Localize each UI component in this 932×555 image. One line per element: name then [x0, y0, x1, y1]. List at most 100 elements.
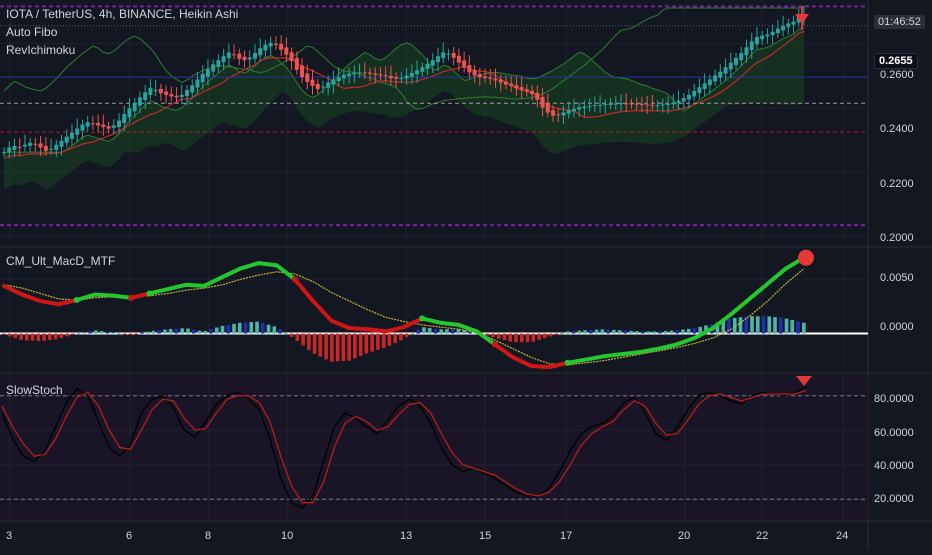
stoch-k-line	[1, 386, 807, 509]
candle-body	[775, 28, 780, 34]
macd-line-segment	[147, 287, 170, 296]
macd-line-segment	[20, 292, 43, 304]
indicator-revichimoku[interactable]: RevIchimoku	[6, 43, 76, 57]
macd-histogram-bar	[295, 333, 300, 341]
macd-histogram-bar	[19, 333, 23, 340]
candle-body	[64, 136, 69, 143]
macd-histogram-bar	[681, 329, 685, 334]
candle-body	[174, 95, 179, 98]
macd-histogram-bar	[53, 333, 58, 340]
candle-body	[300, 65, 305, 78]
macd-line-segment	[638, 346, 661, 354]
last-price-label: 0.2655	[874, 53, 918, 69]
macd-line-segment	[674, 335, 697, 347]
time-tick-label: 24	[836, 530, 849, 542]
macd-histogram-bar	[122, 333, 127, 335]
macd-histogram-bar	[721, 320, 726, 334]
macd-line-segment	[311, 299, 334, 323]
macd-histogram-bar	[445, 329, 449, 334]
macd-histogram-bar	[652, 331, 656, 334]
indicator-auto-fibo[interactable]: Auto Fibo	[6, 25, 58, 39]
candle-body	[352, 72, 357, 75]
macd-histogram-bar	[88, 331, 92, 334]
candle-body	[624, 103, 629, 105]
candle-body	[38, 143, 43, 148]
candle-body	[786, 23, 791, 28]
time-tick-label: 17	[560, 530, 573, 542]
panes	[0, 5, 868, 509]
time-tick-label: 3	[6, 530, 13, 542]
macd-histogram-bar	[514, 333, 518, 343]
candle-body	[331, 79, 336, 85]
macd-line-segment	[292, 277, 316, 304]
candle-body	[535, 92, 540, 100]
macd-histogram-bar	[715, 322, 720, 334]
macd-line-segment	[38, 299, 61, 307]
macd-histogram-bar	[358, 333, 363, 356]
candle-body	[22, 144, 27, 147]
macd-line-segment	[692, 326, 716, 340]
candle-body	[467, 65, 472, 73]
macd-histogram-bar	[456, 329, 461, 334]
candle-body	[566, 110, 571, 114]
candle-body	[294, 57, 299, 70]
candle-body	[728, 62, 733, 70]
macd-histogram-bar	[589, 329, 593, 334]
macd-histogram-bar	[220, 325, 225, 334]
macd-histogram-bar	[796, 321, 800, 334]
stoch-sell-arrow-icon	[796, 376, 812, 386]
macd-histogram-bar	[312, 333, 317, 354]
candle-body	[383, 75, 388, 77]
macd-histogram-bar	[341, 333, 346, 361]
macd-line-segment	[620, 349, 643, 357]
macd-histogram-bar	[237, 322, 242, 334]
macd-histogram-bar	[531, 333, 536, 342]
macd-line-segment	[711, 312, 734, 331]
candle-body	[221, 56, 226, 63]
macd-histogram-bar	[65, 333, 69, 337]
macd-histogram-bar	[640, 331, 645, 334]
macd-histogram-bar	[376, 333, 380, 350]
candle-body	[676, 100, 681, 104]
indicator-macd-title[interactable]: CM_Ult_MacD_MTF	[6, 254, 116, 268]
indicator-stoch-title[interactable]: SlowStoch	[6, 383, 63, 397]
macd-line-segment	[492, 342, 516, 360]
candle-body	[650, 104, 655, 106]
macd-histogram-bar	[600, 329, 605, 334]
macd-histogram-bar	[606, 329, 610, 334]
candle-body	[106, 126, 111, 129]
macd-histogram-bar	[404, 333, 409, 338]
macd-histogram-bar	[381, 333, 386, 349]
candle-body	[420, 67, 425, 72]
candle-body	[754, 36, 759, 45]
macd-line-segment	[220, 266, 243, 280]
candle-body	[49, 148, 54, 150]
macd-line-segment	[74, 292, 97, 302]
macd-histogram-bar	[692, 328, 697, 334]
macd-histogram-bar	[163, 329, 167, 334]
candle-body	[226, 52, 231, 59]
time-tick-label: 15	[479, 530, 492, 542]
candle-body	[90, 123, 95, 125]
candle-body	[707, 79, 712, 86]
macd-line-segment	[456, 322, 479, 334]
candle-body	[122, 114, 127, 123]
macd-histogram-bar	[675, 330, 679, 334]
macd-histogram-bar	[226, 324, 231, 334]
macd-line-segment	[129, 291, 152, 300]
macd-line-segment	[56, 297, 79, 307]
macd-line-segment	[511, 355, 534, 369]
time-tick-label: 10	[281, 530, 294, 542]
candle-body	[185, 90, 190, 97]
macd-line-segment	[92, 292, 116, 298]
candle-body	[153, 90, 158, 92]
macd-histogram-bar	[71, 333, 75, 335]
macd-line-segment	[274, 263, 297, 282]
candle-body	[242, 56, 247, 61]
candle-body	[472, 69, 477, 76]
macd-histogram-bar	[266, 324, 271, 334]
time-tick-label: 20	[678, 530, 691, 542]
candle-body	[530, 90, 535, 95]
candle-body	[96, 123, 101, 126]
